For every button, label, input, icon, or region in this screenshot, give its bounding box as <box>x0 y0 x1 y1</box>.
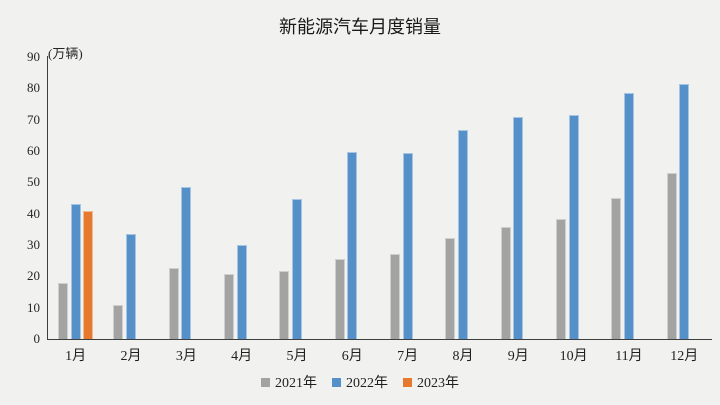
y-tick-label-10: 10 <box>27 299 40 315</box>
x-axis-label-9月: 9月 <box>507 349 529 364</box>
bar-group-5月 <box>269 57 324 339</box>
bar-2022年-7月 <box>402 153 413 339</box>
legend-item-2023年: 2023年 <box>403 372 459 392</box>
legend-item-2022年: 2022年 <box>332 372 388 392</box>
y-tick-label-80: 80 <box>27 80 40 96</box>
bar-group-1月 <box>48 57 103 339</box>
bar-2022年-2月 <box>125 234 136 339</box>
x-axis-label-7月: 7月 <box>397 349 419 364</box>
y-tick-label-40: 40 <box>27 205 40 221</box>
bar-2021年-8月 <box>445 238 456 339</box>
chart-legend: 2021年 2022年 2023年 <box>0 372 720 392</box>
y-tick-label-50: 50 <box>27 174 40 190</box>
bar-group-7月 <box>380 57 435 339</box>
x-axis-line <box>47 339 712 340</box>
legend-label-2023年: 2023年 <box>417 376 459 391</box>
x-axis-label-1月: 1月 <box>65 349 87 364</box>
bar-2021年-9月 <box>500 227 511 339</box>
y-tick-label-60: 60 <box>27 143 40 158</box>
bar-group-11月 <box>601 57 656 339</box>
chart-title: 新能源汽车月度销量 <box>279 17 441 37</box>
bar-group-9月 <box>491 57 546 339</box>
bar-2023年-1月 <box>83 211 94 339</box>
bar-2022年-8月 <box>457 130 468 339</box>
x-axis-label-11月: 11月 <box>615 349 643 364</box>
x-axis-label-4月: 4月 <box>231 349 253 364</box>
bar-2022年-4月 <box>236 245 247 339</box>
bar-group-6月 <box>325 57 380 339</box>
y-axis-unit-label: (万辆) <box>48 46 83 61</box>
x-axis-label-8月: 8月 <box>452 349 474 364</box>
bar-group-10月 <box>546 57 601 339</box>
bar-group-8月 <box>435 57 490 339</box>
plot-area <box>48 57 712 339</box>
bar-2022年-5月 <box>291 199 302 339</box>
x-axis-label-10月: 10月 <box>559 349 588 364</box>
bar-group-2月 <box>103 57 158 339</box>
bar-2022年-9月 <box>513 117 524 339</box>
bar-group-3月 <box>159 57 214 339</box>
bar-2022年-6月 <box>347 152 358 339</box>
y-tick-label-30: 30 <box>27 237 40 252</box>
x-axis-label-5月: 5月 <box>286 349 308 364</box>
bar-2022年-3月 <box>181 187 192 339</box>
x-axis-labels: 1月 2月 3月 4月 5月 6月 7月 8月 9月 10月 11月 12月 <box>48 345 712 365</box>
bar-2021年-10月 <box>556 219 567 339</box>
bar-2022年-10月 <box>568 115 579 339</box>
bar-2021年-7月 <box>390 254 401 339</box>
legend-label-2021年: 2021年 <box>275 376 317 391</box>
bar-2021年-5月 <box>279 271 290 339</box>
y-tick-label-90: 90 <box>27 49 40 64</box>
bar-2021年-1月 <box>58 283 69 339</box>
bar-2021年-12月 <box>666 173 677 339</box>
bar-2021年-3月 <box>168 268 179 339</box>
legend-swatch-2021年 <box>261 377 270 387</box>
y-tick-label-20: 20 <box>27 268 40 284</box>
bar-2021年-4月 <box>224 274 235 339</box>
legend-swatch-2023年 <box>403 377 412 387</box>
legend-label-2022年: 2022年 <box>346 376 388 391</box>
y-tick-label-0: 0 <box>33 331 41 346</box>
x-axis-label-2月: 2月 <box>120 349 142 364</box>
bar-2021年-2月 <box>113 305 124 339</box>
bar-2021年-6月 <box>334 259 345 339</box>
legend-item-2021年: 2021年 <box>261 372 317 392</box>
bar-2022年-11月 <box>623 93 634 339</box>
bar-2022年-12月 <box>679 84 690 339</box>
bar-2022年-1月 <box>70 204 81 339</box>
bar-group-12月 <box>657 57 712 339</box>
legend-swatch-2022年 <box>332 377 341 387</box>
x-axis-label-3月: 3月 <box>175 349 197 364</box>
x-axis-label-6月: 6月 <box>341 349 363 364</box>
bar-2021年-11月 <box>611 198 622 339</box>
y-tick-label-70: 70 <box>27 111 40 127</box>
y-axis-line <box>47 56 48 339</box>
x-axis-label-12月: 12月 <box>670 349 699 364</box>
bar-group-4月 <box>214 57 269 339</box>
